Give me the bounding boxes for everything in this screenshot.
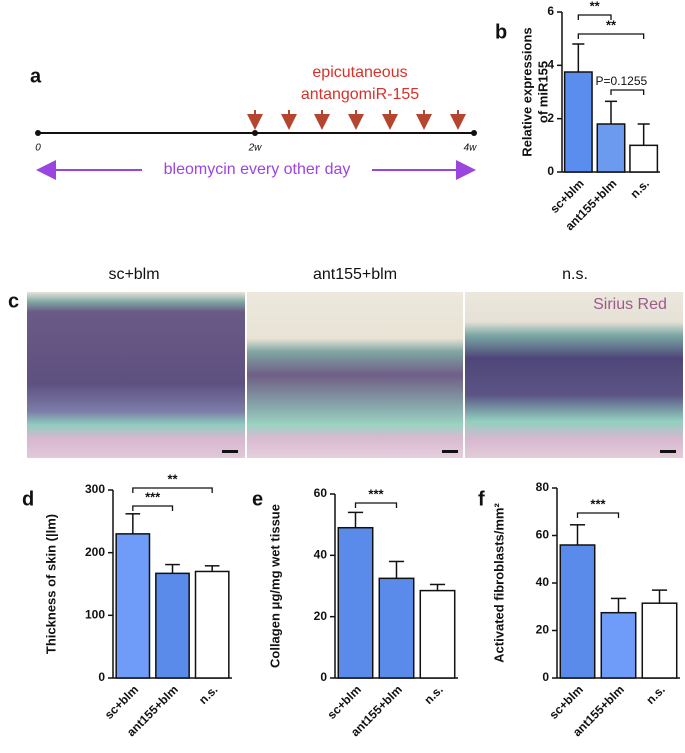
panel-letter: e bbox=[252, 488, 263, 510]
significance-label: *** bbox=[590, 496, 606, 511]
significance-label: ** bbox=[167, 471, 178, 486]
x-tick-label: sc+blm bbox=[102, 682, 141, 721]
significance-bracket bbox=[132, 487, 213, 493]
timeline-point bbox=[35, 130, 41, 136]
scale-bar bbox=[660, 450, 676, 453]
significance-bracket bbox=[132, 505, 174, 511]
bar bbox=[115, 533, 151, 679]
treatment-label: antangomiR-155 bbox=[301, 86, 419, 103]
y-tick-label: 0 bbox=[320, 670, 327, 684]
bar bbox=[337, 526, 374, 679]
significance-bracket bbox=[577, 33, 645, 39]
y-tick-label: 0 bbox=[542, 670, 549, 684]
bar bbox=[596, 123, 626, 173]
x-tick-label: n.s. bbox=[196, 682, 221, 707]
histology-image bbox=[465, 292, 683, 458]
timeline-point bbox=[471, 130, 477, 136]
timeline-tick: 0 bbox=[35, 143, 41, 154]
y-axis-label: of miR155 bbox=[535, 61, 550, 123]
y-tick-label: 20 bbox=[536, 623, 550, 637]
x-tick-label: n.s. bbox=[628, 176, 653, 201]
scale-bar bbox=[222, 450, 238, 453]
y-tick-label: 0 bbox=[98, 670, 105, 684]
bar bbox=[419, 589, 456, 679]
image-title: sc+blm bbox=[108, 266, 159, 283]
y-tick-label: 200 bbox=[85, 545, 105, 559]
bar bbox=[155, 572, 190, 679]
panel-letter: c bbox=[8, 290, 19, 312]
y-tick-label: 80 bbox=[536, 480, 550, 494]
image-title: n.s. bbox=[562, 266, 588, 283]
significance-bracket bbox=[610, 89, 645, 95]
y-axis-label: Collagen μg/mg wet tissue bbox=[267, 504, 282, 668]
histology-image bbox=[247, 292, 463, 458]
y-axis-label: Activated fibroblasts/mm² bbox=[491, 503, 506, 663]
bar bbox=[600, 611, 637, 679]
bar bbox=[194, 570, 230, 679]
bar bbox=[629, 144, 659, 173]
image-title: ant155+blm bbox=[313, 266, 397, 283]
y-tick-label: 40 bbox=[314, 548, 328, 562]
significance-bracket bbox=[576, 512, 620, 518]
y-tick-label: 2 bbox=[547, 111, 554, 125]
stain-label: Sirius Red bbox=[593, 296, 667, 313]
y-tick-label: 100 bbox=[85, 608, 105, 622]
timeline-panel: a epicutaneous antangomiR-155 0 2w 4w bl… bbox=[30, 64, 478, 180]
y-tick-label: 4 bbox=[547, 58, 554, 72]
x-tick-label: sc+blm bbox=[324, 682, 363, 721]
significance-bracket bbox=[577, 14, 612, 20]
bar bbox=[559, 544, 596, 679]
x-tick-label: n.s. bbox=[643, 682, 668, 707]
y-tick-label: 60 bbox=[314, 486, 328, 500]
y-tick-label: 60 bbox=[536, 528, 550, 542]
panel-letter: a bbox=[30, 65, 42, 87]
y-tick-label: 6 bbox=[547, 4, 554, 18]
significance-label: *** bbox=[368, 486, 384, 501]
y-tick-label: 20 bbox=[314, 609, 328, 623]
bar-chart: b Relative expressions of miR1550246sc+blm… bbox=[495, 0, 660, 233]
panel-letter: b bbox=[495, 21, 507, 43]
scale-bar bbox=[442, 450, 458, 453]
treatment-label: epicutaneous bbox=[312, 64, 407, 81]
panel-letter: f bbox=[478, 488, 485, 510]
significance-label: ** bbox=[606, 17, 617, 32]
bar bbox=[641, 602, 678, 679]
significance-label: P=0.1255 bbox=[595, 74, 647, 88]
significance-label: ** bbox=[590, 0, 601, 13]
y-tick-label: 0 bbox=[547, 164, 554, 178]
bar-chart: d Thickness of skin (|lm) 0 100 200 300 sc+blm… bbox=[22, 471, 232, 739]
bleomycin-label: bleomycin every other day bbox=[164, 161, 351, 178]
timeline-point bbox=[252, 130, 258, 136]
y-axis-label: Relative expressions bbox=[519, 27, 534, 156]
significance-label: *** bbox=[145, 489, 161, 504]
bar-chart: f Activated fibroblasts/mm² 0 20 40 60 80 sc+bl… bbox=[478, 480, 680, 739]
treatment-arrows bbox=[247, 110, 466, 130]
bar bbox=[378, 577, 415, 679]
y-tick-label: 300 bbox=[85, 482, 105, 496]
bar bbox=[563, 71, 593, 173]
x-tick-label: sc+blm bbox=[546, 682, 585, 721]
histology-image bbox=[27, 292, 245, 458]
y-tick-label: 40 bbox=[536, 575, 550, 589]
panel-letter: d bbox=[22, 488, 34, 510]
histology-panel: c sc+blm ant155+blm n.s. Sirius Red bbox=[8, 266, 683, 458]
timeline-tick: 4w bbox=[464, 143, 478, 154]
x-tick-label: n.s. bbox=[421, 682, 446, 707]
significance-bracket bbox=[354, 502, 398, 508]
y-axis-label: Thickness of skin (|lm) bbox=[43, 514, 58, 654]
timeline-tick: 2w bbox=[248, 143, 263, 154]
